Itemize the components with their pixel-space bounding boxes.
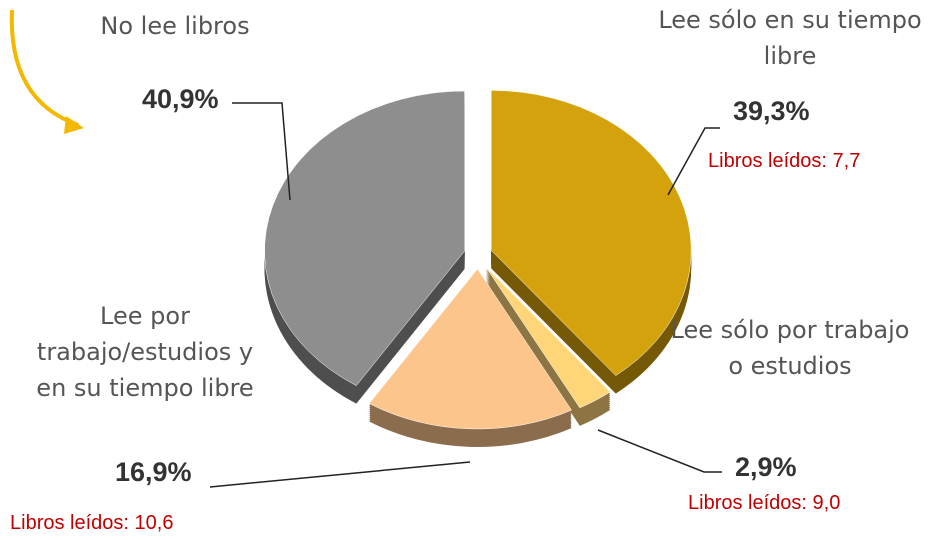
arrow [9,9,79,127]
arrow-head [64,116,84,134]
category-label: Lee sólo en su tiempo libre [658,6,922,70]
category-label: No lee libros [100,12,250,40]
annotation: Libros leídos: 9,0 [688,492,841,514]
annotation: Libros leídos: 10,6 [10,512,174,534]
category-label: Lee sólo por trabajo o estudios [670,316,910,380]
value-label: 2,9% [735,452,797,482]
annotation: Libros leídos: 7,7 [708,150,861,172]
slice [485,266,611,409]
leader-lines [209,102,722,488]
category-label: Lee por trabajo/estudios y en su tiempo … [36,302,254,402]
slice [490,90,692,376]
value-label: 39,3% [733,96,810,126]
slice [264,90,465,386]
value-label: 40,9% [142,84,219,114]
slice [368,268,572,430]
value-label: 16,9% [115,457,192,487]
